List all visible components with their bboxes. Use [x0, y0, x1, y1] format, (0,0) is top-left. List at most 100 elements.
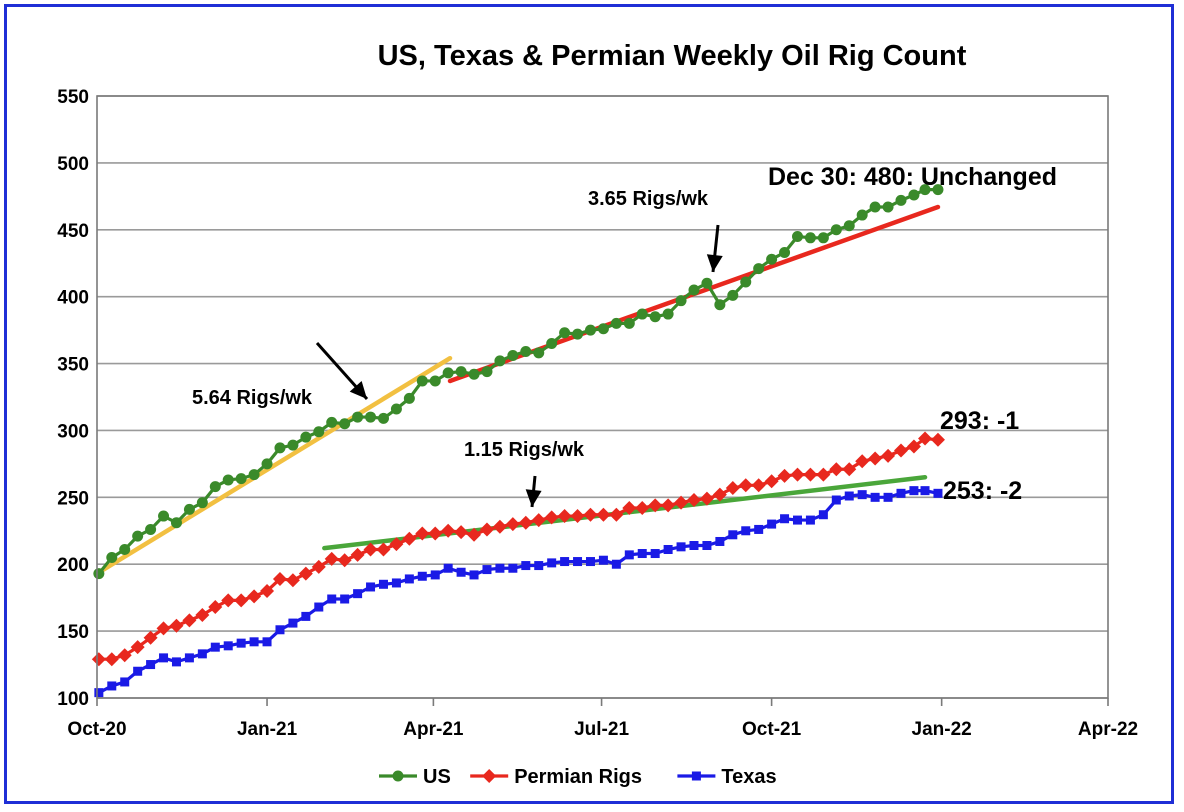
data-point — [751, 478, 766, 493]
annotation-label: 5.64 Rigs/wk — [192, 387, 313, 409]
data-point — [791, 230, 803, 242]
data-point — [324, 551, 339, 566]
data-point — [494, 355, 506, 367]
data-point — [442, 367, 454, 379]
y-tick-label: 200 — [57, 555, 89, 576]
data-point — [378, 579, 388, 589]
legend-marker — [392, 770, 404, 782]
data-point — [133, 666, 143, 676]
data-point — [285, 573, 300, 588]
data-point — [311, 559, 326, 574]
data-point — [119, 544, 131, 556]
chart: 100 150 200 250 300 350 400 450 500 550 Oct-20 Jan-… — [57, 40, 1138, 788]
data-point — [314, 602, 324, 612]
data-point — [741, 526, 751, 536]
annotation-label: Dec 30: 480: Unchanged — [768, 163, 1057, 191]
data-point — [649, 311, 661, 323]
data-point — [767, 519, 777, 529]
data-point — [247, 589, 262, 604]
data-point — [454, 525, 469, 540]
data-point — [715, 536, 725, 546]
data-point — [855, 454, 870, 469]
data-point — [377, 412, 389, 424]
data-point — [456, 567, 466, 577]
data-point — [365, 411, 377, 423]
data-point — [805, 515, 815, 525]
data-point — [930, 432, 945, 447]
data-point — [663, 545, 673, 555]
data-point — [844, 491, 854, 501]
data-point — [702, 540, 712, 550]
data-point — [249, 637, 259, 647]
data-point — [313, 426, 325, 438]
data-point — [583, 507, 598, 522]
data-point — [391, 578, 401, 588]
legend-item-texas: Texas — [677, 766, 777, 788]
data-point — [714, 299, 726, 311]
data-point — [675, 295, 687, 307]
data-point — [895, 194, 907, 206]
series-us — [93, 184, 944, 580]
data-point — [933, 488, 943, 498]
data-point — [156, 621, 171, 636]
data-point — [906, 439, 921, 454]
data-point — [288, 618, 298, 628]
data-point — [130, 640, 145, 655]
data-point — [482, 565, 492, 575]
data-point — [623, 317, 635, 329]
data-point — [818, 510, 828, 520]
data-point — [171, 657, 181, 667]
data-point — [573, 557, 583, 567]
data-point — [107, 681, 117, 691]
data-point — [609, 507, 624, 522]
data-point — [918, 431, 933, 446]
data-point — [520, 346, 532, 358]
data-point — [688, 284, 700, 296]
data-point — [337, 553, 352, 568]
data-point — [481, 366, 493, 378]
data-point — [764, 474, 779, 489]
data-point — [816, 467, 831, 482]
data-point — [274, 442, 286, 454]
data-point — [893, 443, 908, 458]
data-point — [738, 478, 753, 493]
data-point — [727, 289, 739, 301]
data-point — [699, 491, 714, 506]
data-point — [725, 480, 740, 495]
x-tick-label: Oct-20 — [67, 719, 126, 740]
data-point — [183, 503, 195, 515]
data-point — [495, 563, 505, 573]
data-point — [106, 552, 118, 564]
data-point — [298, 566, 313, 581]
data-point — [843, 220, 855, 232]
data-point — [327, 594, 337, 604]
legend-marker — [482, 769, 497, 783]
data-point — [300, 431, 312, 443]
legend-item-permian-rigs: Permian Rigs — [470, 766, 642, 788]
x-tick-label: Oct-21 — [742, 719, 802, 740]
data-point — [728, 530, 738, 540]
data-point — [170, 517, 182, 529]
chart-frame: 100 150 200 250 300 350 400 450 500 550 Oct-20 Jan-… — [4, 4, 1174, 804]
data-point — [856, 209, 868, 221]
data-point — [158, 510, 170, 522]
annotation-label: 1.15 Rigs/wk — [464, 439, 585, 461]
annotation-label: 293: -1 — [940, 407, 1019, 435]
data-point — [868, 451, 883, 466]
series-texas — [94, 486, 943, 698]
data-point — [624, 550, 634, 560]
data-point — [598, 555, 608, 565]
data-point — [492, 519, 507, 534]
data-point — [132, 530, 144, 542]
data-point — [518, 515, 533, 530]
data-point — [534, 561, 544, 571]
data-point — [196, 497, 208, 509]
data-point — [468, 368, 480, 380]
data-point — [780, 514, 790, 524]
annotation-label: 3.65 Rigs/wk — [588, 188, 709, 210]
data-point — [857, 490, 867, 500]
y-tick-label: 150 — [57, 622, 89, 643]
data-point — [389, 537, 404, 552]
data-point — [508, 563, 518, 573]
data-point — [831, 495, 841, 505]
